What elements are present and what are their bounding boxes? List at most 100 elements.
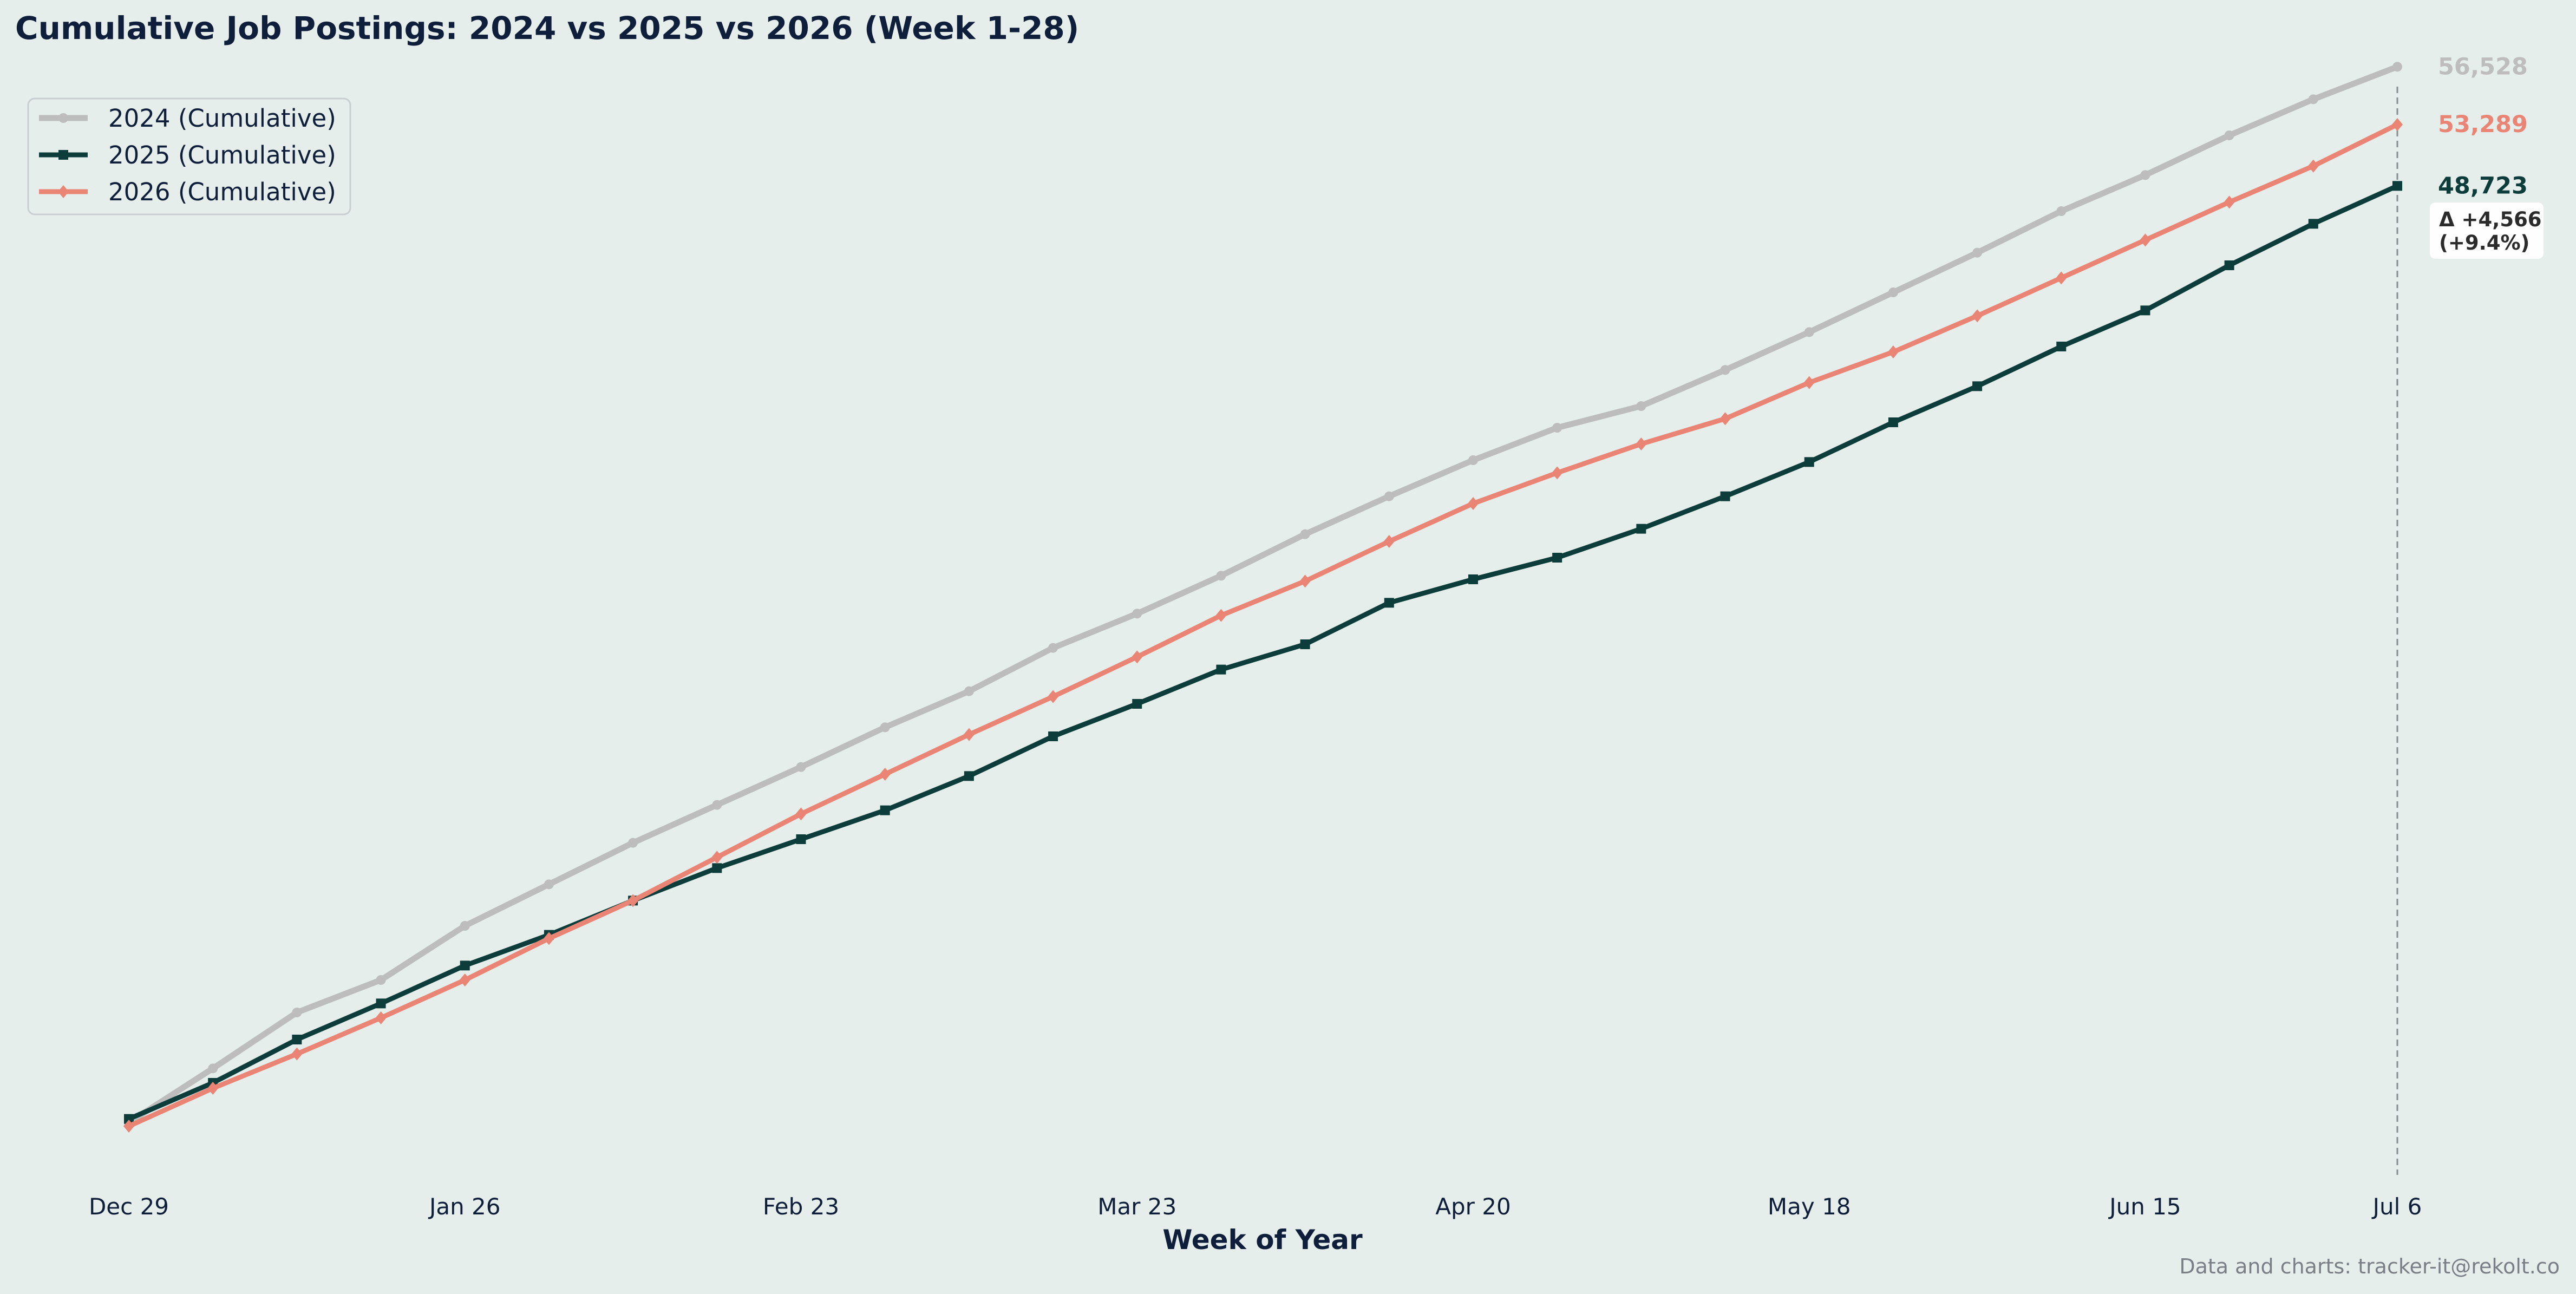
data-point — [2392, 62, 2402, 72]
data-point — [1300, 639, 1310, 649]
data-point — [376, 975, 386, 985]
data-point — [2140, 233, 2151, 247]
data-point — [1552, 423, 1562, 433]
delta-annotation-box — [2430, 202, 2544, 259]
legend-label: 2026 (Cumulative) — [108, 178, 336, 206]
data-point — [1048, 731, 1058, 741]
data-point — [711, 851, 723, 864]
data-point — [1720, 365, 1730, 375]
data-point — [1803, 376, 1815, 389]
legend-entry: 2024 (Cumulative) — [39, 104, 336, 133]
legend-label: 2025 (Cumulative) — [108, 141, 336, 169]
data-point — [1048, 643, 1058, 653]
data-point — [2056, 342, 2067, 351]
delta-value-text: Δ +4,566 — [2439, 208, 2542, 231]
data-point — [1720, 491, 1730, 501]
data-point — [1132, 609, 1142, 619]
legend-label: 2024 (Cumulative) — [108, 104, 336, 133]
data-point — [712, 800, 722, 810]
delta-percent-text: (+9.4%) — [2439, 231, 2529, 254]
data-point — [2140, 170, 2150, 180]
data-point — [292, 1008, 302, 1017]
x-axis-ticks: Dec 29 Jan 26 Feb 23 Mar 23 Apr 20 May 18 Jun … — [89, 1193, 2422, 1220]
legend-box — [27, 97, 351, 215]
data-point — [1467, 497, 1479, 510]
end-label-2025: 48,723 — [2438, 172, 2528, 199]
x-tick-label: Jun 15 — [2108, 1193, 2181, 1220]
data-point — [1636, 524, 1646, 534]
data-point — [1888, 417, 1898, 427]
chart-title: Cumulative Job Postings: 2024 vs 2025 vs… — [15, 10, 1079, 47]
data-point — [2308, 219, 2318, 229]
data-point — [2308, 94, 2318, 104]
data-point — [292, 1035, 302, 1044]
data-point — [1384, 491, 1394, 501]
legend-entry: 2026 (Cumulative) — [39, 178, 336, 206]
x-axis-label: Week of Year — [1162, 1224, 1363, 1256]
data-point — [1552, 553, 1562, 563]
data-point — [1636, 437, 1647, 450]
data-point — [207, 1082, 219, 1095]
data-point — [795, 807, 807, 821]
data-point — [1132, 699, 1142, 709]
data-point — [712, 863, 722, 873]
data-point — [208, 1063, 218, 1074]
legend: 2024 (Cumulative) 2025 (Cumulative) 2026 (… — [27, 97, 351, 215]
legend-entries: 2024 (Cumulative) 2025 (Cumulative) 2026 (… — [39, 104, 336, 206]
series-layer — [123, 62, 2403, 1133]
data-point — [880, 722, 890, 733]
data-point — [1719, 412, 1731, 426]
data-point — [1887, 345, 1899, 358]
data-point — [879, 768, 891, 781]
data-point — [544, 879, 554, 890]
series-line — [126, 63, 2401, 1126]
data-point — [1804, 327, 1814, 337]
data-point — [2224, 260, 2234, 270]
data-point — [1216, 571, 1226, 581]
x-tick-label: Jul 6 — [2371, 1193, 2422, 1220]
series-2026 — [123, 118, 2403, 1133]
credit-text: Data and charts: tracker-it@rekolt.co — [2179, 1254, 2560, 1278]
data-point — [375, 1011, 387, 1024]
data-point — [2392, 181, 2402, 191]
data-point — [1972, 381, 1983, 391]
data-point — [2224, 130, 2234, 140]
end-value-labels: 56,528 53,289 48,723 — [2438, 53, 2528, 199]
data-point — [1972, 247, 1983, 258]
data-point — [2392, 118, 2403, 131]
data-point — [1552, 466, 1563, 480]
data-point — [1972, 309, 1983, 323]
plot-area — [123, 62, 2403, 1175]
legend-marker — [58, 113, 68, 123]
data-point — [796, 762, 806, 772]
legend-marker — [58, 150, 68, 160]
end-label-2024: 56,528 — [2438, 53, 2528, 80]
data-point — [1888, 287, 1898, 297]
data-point — [543, 932, 554, 945]
x-tick-label: Feb 23 — [763, 1193, 839, 1220]
data-point — [796, 834, 806, 844]
data-point — [628, 838, 638, 848]
data-point — [1468, 455, 1478, 465]
data-point — [2056, 206, 2067, 216]
legend-entry: 2025 (Cumulative) — [39, 141, 336, 169]
delta-annotation: Δ +4,566 (+9.4%) — [2430, 202, 2544, 259]
data-point — [1215, 609, 1227, 622]
x-tick-label: Dec 29 — [89, 1193, 169, 1220]
data-point — [2224, 195, 2235, 209]
x-tick-label: Mar 23 — [1097, 1193, 1176, 1220]
data-point — [1384, 598, 1394, 608]
data-point — [964, 686, 974, 696]
data-point — [376, 998, 386, 1009]
data-point — [459, 973, 470, 986]
data-point — [2140, 305, 2150, 316]
data-point — [123, 1120, 134, 1133]
legend-marker — [58, 185, 69, 198]
data-point — [460, 921, 470, 931]
end-label-2026: 53,289 — [2438, 111, 2528, 138]
data-point — [1383, 535, 1395, 548]
data-point — [1636, 401, 1646, 411]
data-point — [1216, 664, 1226, 675]
data-point — [124, 1114, 134, 1124]
